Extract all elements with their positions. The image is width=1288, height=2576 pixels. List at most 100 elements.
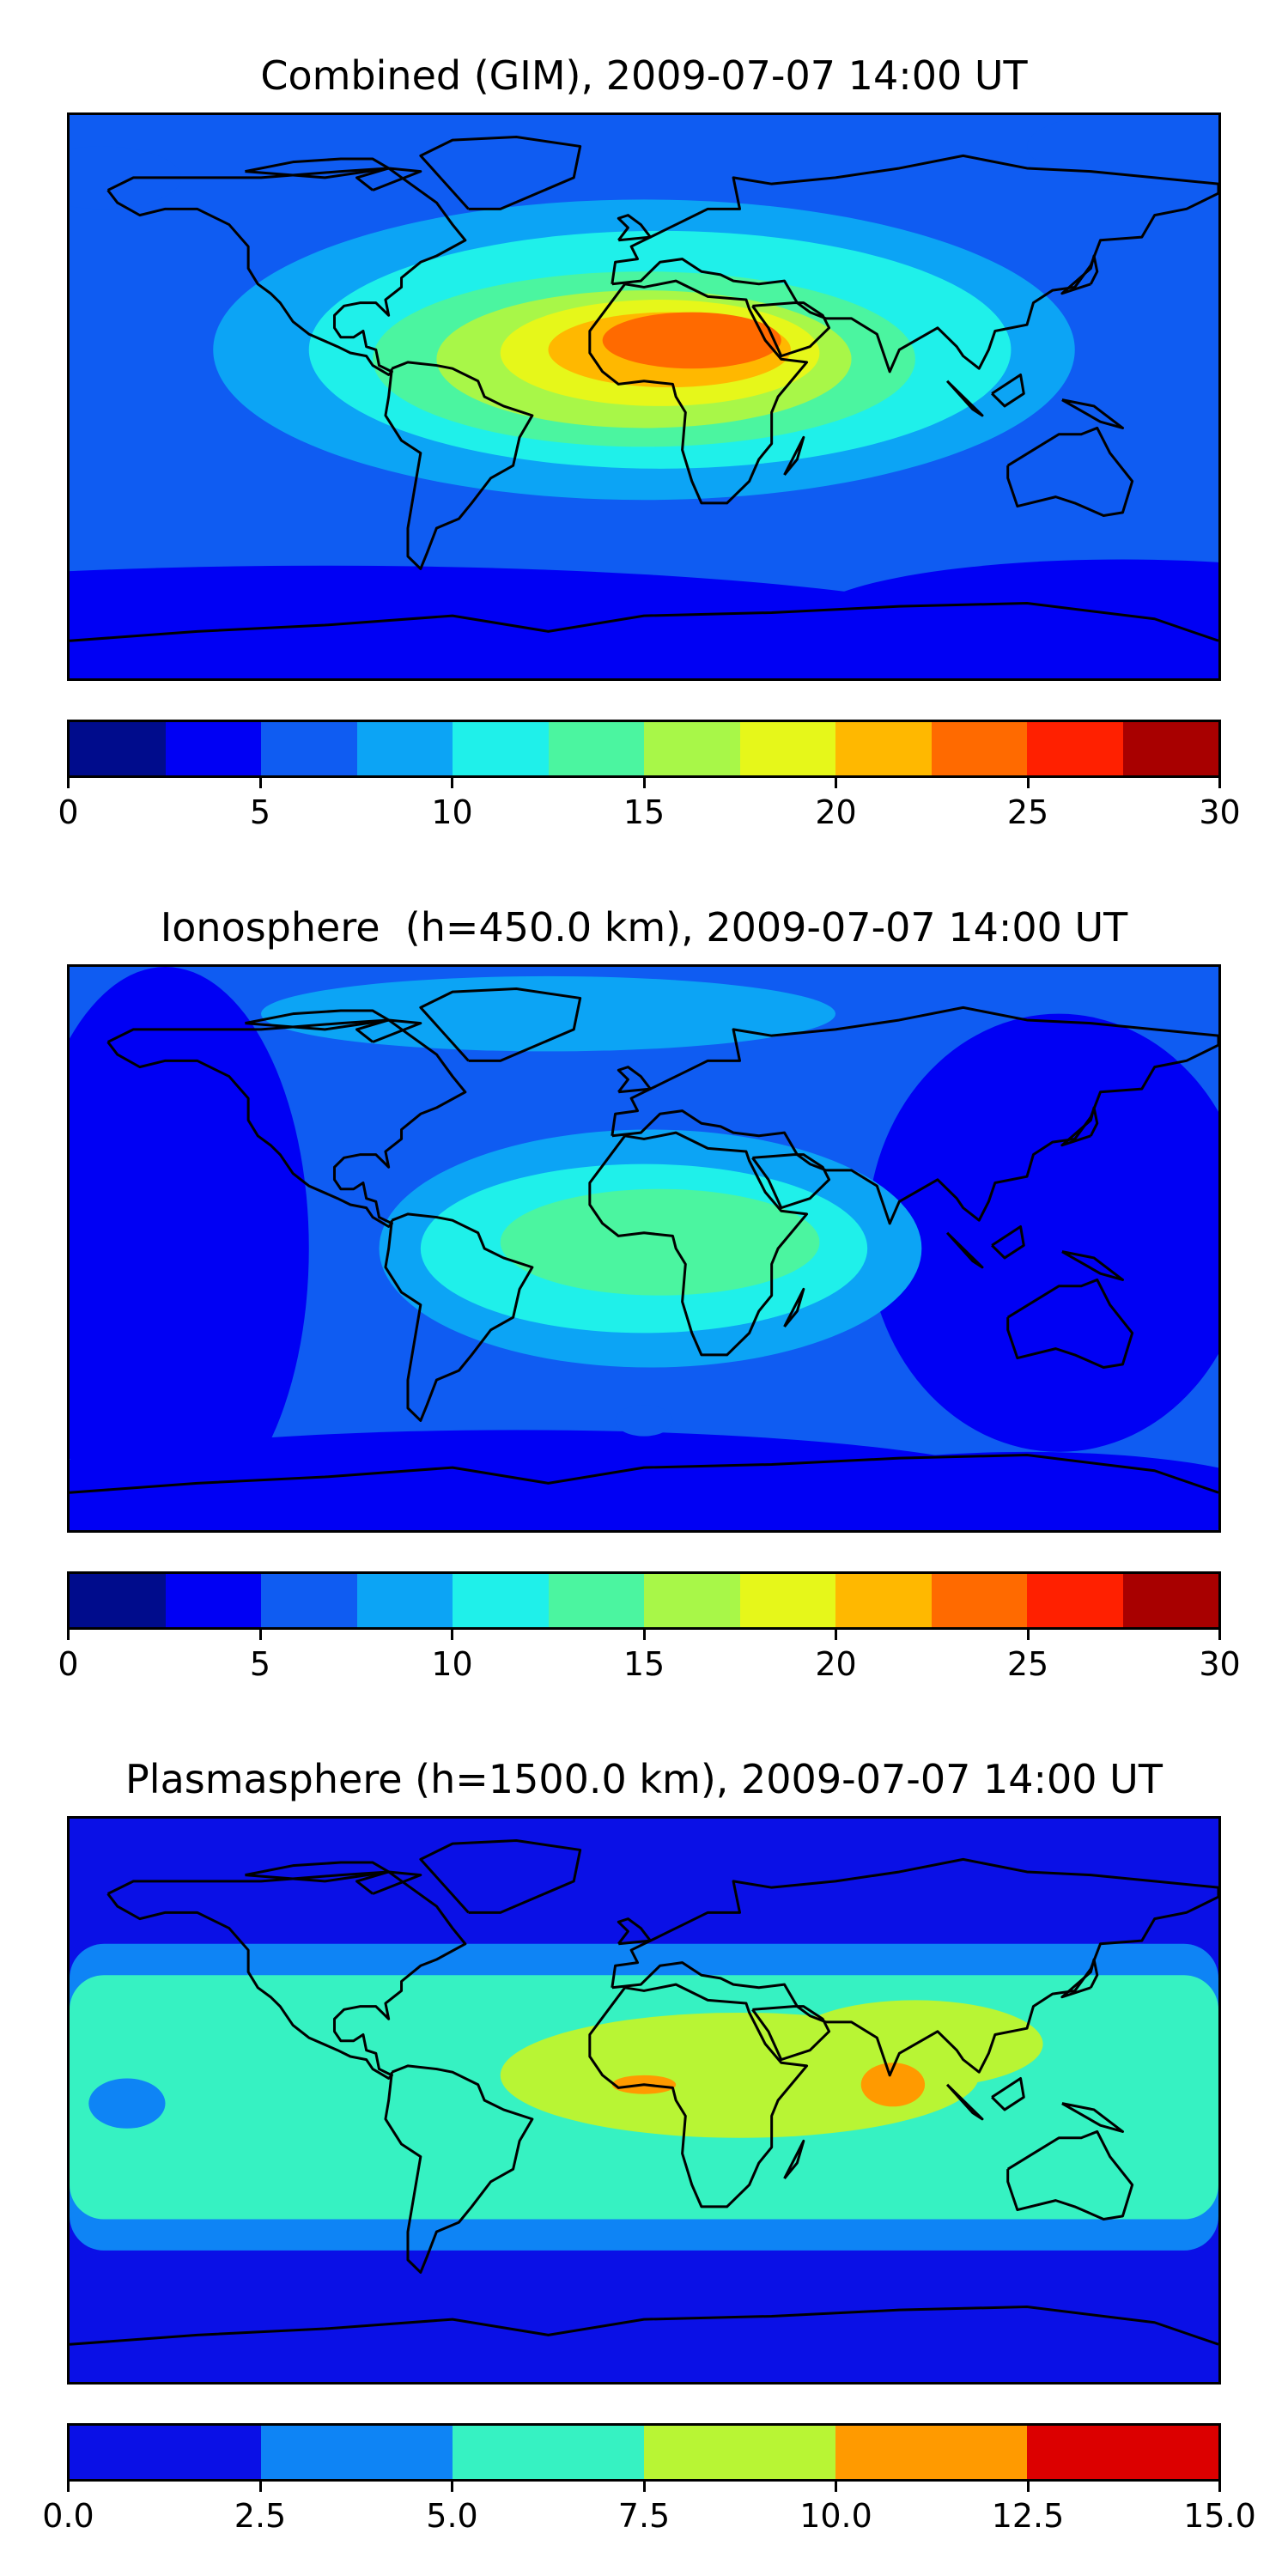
colorbar-segment-1 xyxy=(165,722,261,775)
colorbar-tick-label: 10 xyxy=(431,793,473,831)
colorbar-tick xyxy=(1026,1630,1030,1640)
plasmasphere-colorbar xyxy=(67,2423,1221,2482)
coastline-10 xyxy=(945,1231,984,1269)
colorbar-tick-label: 2.5 xyxy=(234,2497,287,2535)
coastline-14 xyxy=(355,1018,422,1043)
contour-region-0 xyxy=(88,2078,166,2129)
colorbar-segment-8 xyxy=(835,1574,932,1627)
colorbar-segment-6 xyxy=(644,722,740,775)
colorbar-segment-0 xyxy=(70,2426,261,2479)
coastline-8 xyxy=(617,214,652,242)
colorbar-tick-label: 20 xyxy=(815,793,857,831)
combined-gim-colorbar xyxy=(67,720,1221,778)
colorbar-tick xyxy=(451,778,453,788)
colorbar-segment-3 xyxy=(356,1574,453,1627)
colorbar-tick-label: 15.0 xyxy=(1183,2497,1256,2535)
colorbar-segment-10 xyxy=(1027,1574,1123,1627)
plasmasphere-title: Plasmasphere (h=1500.0 km), 2009-07-07 1… xyxy=(125,1756,1163,1802)
colorbar-tick-label: 25 xyxy=(1006,793,1049,831)
coastline-13 xyxy=(783,1287,805,1328)
plasmasphere-map xyxy=(67,1816,1221,2385)
colorbar-tick xyxy=(67,778,70,788)
colorbar-tick-label: 5 xyxy=(249,1645,271,1683)
colorbar-tick-label: 10.0 xyxy=(799,2497,872,2535)
colorbar-segment-8 xyxy=(835,722,932,775)
contour-region-2 xyxy=(1027,115,1218,185)
coastline-9 xyxy=(1060,1106,1099,1147)
colorbar-segment-4 xyxy=(453,722,549,775)
colorbar-tick-label: 0 xyxy=(58,793,79,831)
colorbar-tick xyxy=(1026,2482,1030,2492)
colorbar-segment-7 xyxy=(739,1574,835,1627)
coastline-3 xyxy=(588,1983,809,2208)
coastline-11 xyxy=(991,1224,1025,1260)
contour-region-10 xyxy=(602,312,781,369)
colorbar-tick xyxy=(835,778,837,788)
colorbar-tick-label: 12.5 xyxy=(991,2497,1065,2535)
coastline-12 xyxy=(1061,2102,1124,2133)
coastline-14 xyxy=(355,1870,422,1895)
coastline-2 xyxy=(419,1839,582,1914)
colorbar-segment-9 xyxy=(931,1574,1027,1627)
colorbar-tick xyxy=(451,2482,453,2492)
contour-region-1 xyxy=(803,559,1218,678)
coastline-15 xyxy=(245,157,391,179)
coastline-12 xyxy=(1061,1250,1124,1281)
coastline-12 xyxy=(1061,398,1124,429)
colorbar-tick xyxy=(642,2482,646,2492)
colorbar-segment-7 xyxy=(739,722,835,775)
coastline-3 xyxy=(588,279,809,505)
contour-region-7 xyxy=(500,1188,820,1296)
colorbar-tick-label: 15 xyxy=(623,793,665,831)
coastline-7 xyxy=(70,602,1218,642)
coastline-14 xyxy=(355,167,422,191)
colorbar-tick xyxy=(258,1630,262,1640)
colorbar-tick-label: 7.5 xyxy=(617,2497,671,2535)
colorbar-tick xyxy=(1218,778,1221,788)
colorbar-tick xyxy=(67,2482,70,2492)
colorbar-segment-4 xyxy=(453,1574,549,1627)
colorbar-tick xyxy=(642,1630,646,1640)
colorbar-segment-11 xyxy=(1122,1574,1218,1627)
coastline-6 xyxy=(1006,1278,1134,1369)
colorbar-tick xyxy=(1218,2482,1221,2492)
combined-gim-map xyxy=(67,112,1221,681)
ionosphere-map xyxy=(67,964,1221,1533)
colorbar-segment-5 xyxy=(1027,2426,1218,2479)
coastline-5 xyxy=(751,301,831,358)
colorbar-segment-2 xyxy=(261,1574,357,1627)
coastline-1 xyxy=(384,361,534,570)
coastline-0 xyxy=(106,1870,467,2080)
coastline-2 xyxy=(419,136,582,210)
coastline-7 xyxy=(70,2306,1218,2346)
coastline-10 xyxy=(945,380,984,417)
colorbar-segment-9 xyxy=(931,722,1027,775)
coastline-0 xyxy=(106,1018,467,1228)
colorbar-segment-2 xyxy=(261,722,357,775)
coastline-8 xyxy=(617,1066,652,1094)
colorbar-segment-0 xyxy=(70,722,166,775)
colorbar-tick xyxy=(67,1630,70,1640)
coastline-13 xyxy=(783,2139,805,2180)
colorbar-segment-3 xyxy=(356,722,453,775)
coastline-5 xyxy=(751,2005,831,2062)
colorbar-tick-label: 5.0 xyxy=(426,2497,478,2535)
contour-region-4 xyxy=(860,2063,926,2107)
colorbar-segment-5 xyxy=(548,722,644,775)
colorbar-tick-label: 10 xyxy=(431,1645,473,1683)
coastline-6 xyxy=(1006,2129,1134,2221)
coastline-8 xyxy=(617,1917,652,1946)
contour-region-0 xyxy=(70,565,1059,678)
colorbar-tick-label: 20 xyxy=(815,1645,857,1683)
colorbar-segment-1 xyxy=(261,2426,453,2479)
ionosphere-title: Ionosphere (h=450.0 km), 2009-07-07 14:0… xyxy=(160,904,1128,951)
colorbar-tick-label: 25 xyxy=(1006,1645,1049,1683)
coastline-2 xyxy=(419,987,582,1062)
colorbar-tick-label: 30 xyxy=(1199,793,1241,831)
coastline-15 xyxy=(245,1861,391,1883)
colorbar-segment-1 xyxy=(165,1574,261,1627)
coastline-9 xyxy=(1060,1958,1099,1999)
colorbar-tick xyxy=(835,2482,837,2492)
combined-gim-title: Combined (GIM), 2009-07-07 14:00 UT xyxy=(260,52,1028,99)
colorbar-segment-5 xyxy=(548,1574,644,1627)
